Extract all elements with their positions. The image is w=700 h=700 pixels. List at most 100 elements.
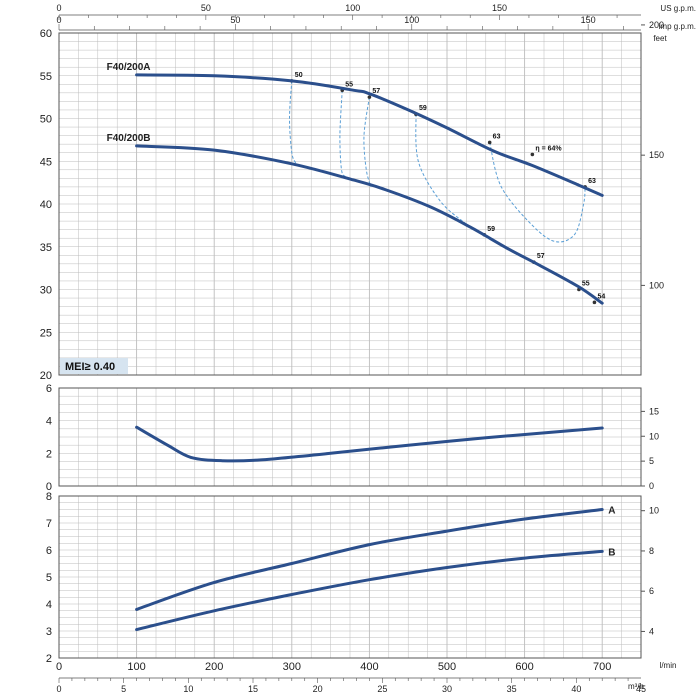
lmin-tick-label: 600 — [515, 661, 533, 673]
efficiency-point-label: 54 — [597, 293, 605, 300]
lmin-tick-label: 300 — [283, 661, 301, 673]
m3h-tick-label: 10 — [183, 684, 193, 694]
efficiency-point-label: η = 64% — [535, 145, 562, 152]
power-ytick-label: 2 — [46, 653, 52, 665]
head-ytick-label: 30 — [40, 285, 52, 297]
power-y2tick-label: 4 — [649, 626, 654, 636]
head-y2tick-label: 200 — [649, 20, 664, 30]
power-y2tick-label: 8 — [649, 546, 654, 556]
head-y2tick-label: 150 — [649, 150, 664, 160]
head-ytick-label: 35 — [40, 242, 52, 254]
efficiency-point-label: 63 — [588, 178, 596, 185]
grid-layer — [58, 32, 642, 659]
npsh-y2tick-label: 15 — [649, 406, 659, 416]
head-panel-frame — [58, 32, 642, 376]
power-y2tick-label: 6 — [649, 586, 654, 596]
head-ytick-label: 50 — [40, 114, 52, 126]
efficiency-point — [487, 140, 492, 145]
power-ytick-label: 3 — [46, 626, 52, 638]
m3h-tick-label: 20 — [313, 684, 323, 694]
m3h-tick-label: 40 — [571, 684, 581, 694]
efficiency-point — [592, 300, 597, 305]
power-series-label: B — [608, 547, 615, 558]
npsh-panel-frame — [58, 387, 642, 487]
power-ytick-label: 6 — [46, 545, 52, 557]
head-ytick-label: 45 — [40, 156, 52, 168]
imp-gpm-unit-label: imp g.p.m. — [659, 22, 696, 31]
head-series-label: F40/200A — [107, 62, 151, 73]
imp-gpm-tick-label: 100 — [404, 15, 419, 25]
npsh-ytick-label: 2 — [46, 448, 52, 460]
power-ytick-label: 4 — [46, 599, 52, 611]
efficiency-iso-line — [288, 80, 297, 164]
us-gpm-tick-label: 0 — [56, 3, 61, 13]
power-ytick-label: 5 — [46, 572, 52, 584]
lmin-tick-label: 700 — [593, 661, 611, 673]
m3h-tick-label: 35 — [507, 684, 517, 694]
efficiency-point — [367, 95, 372, 99]
head-ytick-label: 60 — [40, 28, 52, 40]
head-ytick-label: 55 — [40, 71, 52, 83]
lmin-tick-label: 500 — [438, 661, 456, 673]
power-curve-a — [135, 508, 604, 611]
head-ytick-label: 25 — [40, 327, 52, 339]
efficiency-point-label: 59 — [487, 226, 495, 233]
mei-label: MEI≥ 0.40 — [65, 361, 115, 373]
m3h-tick-label: 30 — [442, 684, 452, 694]
lmin-tick-label: 200 — [205, 661, 223, 673]
m3h-tick-label: 45 — [636, 684, 646, 694]
efficiency-point-label: 63 — [493, 133, 501, 140]
lmin-unit-label: l/min — [660, 661, 677, 670]
curves-layer — [135, 73, 604, 632]
head-series-label: F40/200B — [107, 133, 151, 144]
efficiency-point-label: 57 — [537, 253, 545, 260]
npsh-ytick-label: 0 — [46, 481, 52, 493]
power-series-label: A — [608, 506, 615, 517]
npsh-ytick-label: 6 — [46, 383, 52, 395]
imp-gpm-tick-label: 150 — [581, 15, 596, 25]
head-y2tick-label: 100 — [649, 280, 664, 290]
efficiency-point-label: 55 — [345, 81, 353, 88]
m3h-tick-label: 0 — [56, 684, 61, 694]
efficiency-iso-line — [489, 142, 586, 243]
m3h-tick-label: 5 — [121, 684, 126, 694]
m3h-tick-label: 25 — [377, 684, 387, 694]
imp-gpm-tick-label: 50 — [230, 15, 240, 25]
head-curve-b — [135, 144, 604, 305]
us-gpm-tick-label: 150 — [492, 3, 507, 13]
us-gpm-tick-label: 100 — [345, 3, 360, 13]
efficiency-point-label: 57 — [372, 88, 380, 95]
npsh-y2tick-label: 5 — [649, 456, 654, 466]
head-curve-a — [135, 73, 604, 197]
efficiency-iso-line — [363, 97, 372, 188]
efficiency-point — [530, 152, 535, 157]
power-y2tick-label: 10 — [649, 506, 659, 516]
m3h-tick-label: 15 — [248, 684, 258, 694]
npsh-y2tick-label: 10 — [649, 431, 659, 441]
npsh-y2tick-label: 0 — [649, 481, 654, 491]
us-gpm-unit-label: US g.p.m. — [660, 4, 696, 13]
power-curve-b — [135, 549, 604, 632]
head-ytick-label: 20 — [40, 370, 52, 382]
lmin-tick-label: 400 — [360, 661, 378, 673]
feet-unit-label: feet — [653, 34, 667, 43]
us-gpm-tick-label: 50 — [201, 3, 211, 13]
lmin-tick-label: 100 — [127, 661, 145, 673]
efficiency-point-label: 59 — [419, 105, 427, 112]
npsh-ytick-label: 4 — [46, 416, 52, 428]
efficiency-point-label: 50 — [295, 72, 303, 79]
npsh-curve — [135, 425, 604, 463]
power-ytick-label: 8 — [46, 491, 52, 503]
labels-layer: F40/200A F40/200B 50 55 57 59 63 η = 64% 63 59 57 5… — [107, 62, 616, 558]
head-ytick-label: 40 — [40, 199, 52, 211]
efficiency-iso-line — [339, 90, 346, 177]
mei-box — [60, 358, 128, 374]
imp-gpm-tick-label: 0 — [56, 15, 61, 25]
efficiency-point-label: 55 — [582, 281, 590, 288]
lmin-tick-label: 0 — [56, 661, 62, 673]
power-panel-frame — [58, 495, 642, 659]
power-ytick-label: 7 — [46, 518, 52, 530]
m3h-unit-label: m³/h — [628, 682, 644, 691]
